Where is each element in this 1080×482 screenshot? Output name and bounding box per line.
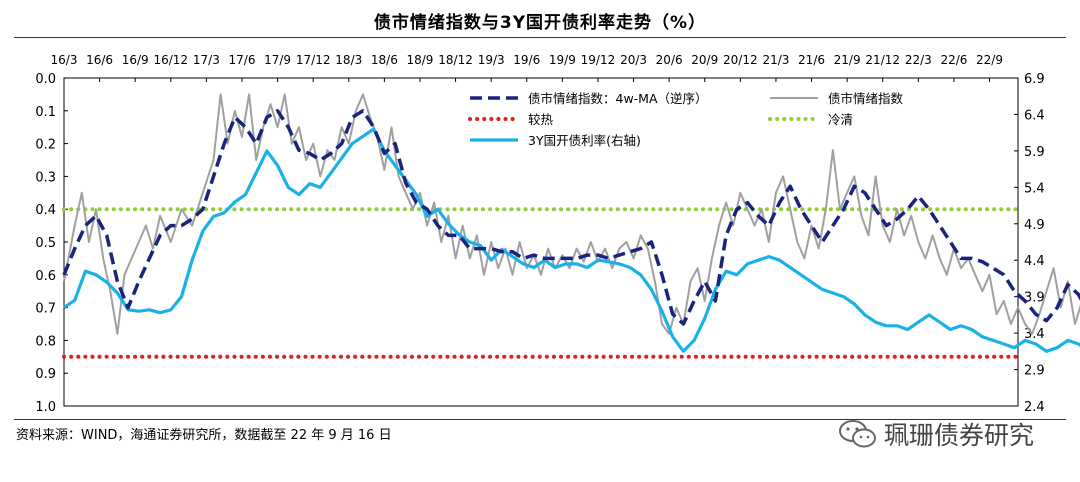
wechat-icon xyxy=(839,420,876,448)
x-tick-label: 18/9 xyxy=(406,53,433,67)
y-right-tick-label: 2.4 xyxy=(1024,400,1045,415)
x-tick-label: 19/12 xyxy=(581,53,616,67)
y-right-tick-label: 5.9 xyxy=(1024,145,1045,160)
y-left-tick-label: 0.5 xyxy=(35,236,56,251)
y-left-tick-label: 0.3 xyxy=(35,170,56,185)
y-left-tick-label: 0.1 xyxy=(35,105,56,120)
series-3y-cdb-yield-line xyxy=(63,127,1080,353)
x-tick-label: 16/6 xyxy=(86,53,113,67)
x-tick-label: 20/12 xyxy=(723,53,758,67)
x-tick-label: 20/3 xyxy=(620,53,647,67)
legend-label: 较热 xyxy=(528,112,554,127)
x-tick-label: 21/12 xyxy=(865,53,900,67)
x-tick-label: 20/9 xyxy=(691,53,718,67)
x-tick-label: 16/12 xyxy=(153,53,188,67)
x-tick-label: 19/9 xyxy=(549,53,576,67)
y-right-tick-label: 3.9 xyxy=(1024,291,1045,306)
x-tick-label: 22/6 xyxy=(940,53,967,67)
chart-svg: 16/3 16/6 16/9 16/12 17/3 17/6 17/9 17/12 18/3 18… xyxy=(35,53,1080,415)
y-left-tick-label: 0.7 xyxy=(35,302,56,317)
x-tick-label: 19/3 xyxy=(478,53,505,67)
y-left-tick-label: 0.4 xyxy=(35,203,56,218)
y-left-tick-label: 0.8 xyxy=(35,334,56,349)
legend-label: 债市情绪指数 xyxy=(828,91,904,106)
x-tick-label: 17/9 xyxy=(264,53,291,67)
footer-divider xyxy=(14,419,1066,420)
x-tick-label: 20/6 xyxy=(656,53,683,67)
series-sentiment-ma-line xyxy=(62,109,1080,326)
x-tick-label: 18/6 xyxy=(371,53,398,67)
y-left-tick-label: 0.9 xyxy=(35,367,56,382)
y-left-tick-label: 0.2 xyxy=(35,138,56,153)
y-right-tick-label: 4.9 xyxy=(1024,218,1045,233)
x-tick-label: 22/9 xyxy=(976,53,1003,67)
x-tick-label: 21/3 xyxy=(762,53,789,67)
y-right-tick-label: 5.4 xyxy=(1024,181,1045,196)
x-tick-label: 19/6 xyxy=(513,53,540,67)
source-note: 资料来源：WIND，海通证券研究所，数据截至 22 年 9 月 16 日 xyxy=(16,428,392,443)
x-tick-label: 21/6 xyxy=(798,53,825,67)
title-divider xyxy=(14,37,1066,38)
x-tick-label: 17/3 xyxy=(193,53,220,67)
y-right-tick-label: 2.9 xyxy=(1024,364,1045,379)
legend-label: 债市情绪指数：4w-MA（逆序） xyxy=(528,91,708,106)
watermark-text: 珮珊债券研究 xyxy=(884,421,1035,450)
legend-label: 3Y国开债利率(右轴) xyxy=(528,133,641,148)
x-tick-label: 18/12 xyxy=(438,53,473,67)
y-left-tick-label: 0.6 xyxy=(35,269,56,284)
y-left-tick-label: 0.0 xyxy=(35,72,56,87)
x-tick-label: 21/9 xyxy=(834,53,861,67)
x-tick-label: 18/3 xyxy=(335,53,362,67)
y-left-tick-label: 1.0 xyxy=(35,400,56,415)
x-tick-label: 22/3 xyxy=(905,53,932,67)
y-right-tick-label: 4.4 xyxy=(1024,254,1045,269)
legend-label: 冷清 xyxy=(828,112,853,127)
x-tick-label: 17/6 xyxy=(229,53,256,67)
x-tick-label: 16/3 xyxy=(51,53,78,67)
x-tick-label: 16/9 xyxy=(122,53,149,67)
x-tick-label: 17/12 xyxy=(296,53,331,67)
y-right-tick-label: 6.4 xyxy=(1024,108,1045,123)
chart-title: 债市情绪指数与3Y国开债利率走势（%） xyxy=(373,12,707,33)
watermark: 珮珊债券研究 xyxy=(838,416,1034,452)
y-right-tick-label: 6.9 xyxy=(1024,72,1045,87)
